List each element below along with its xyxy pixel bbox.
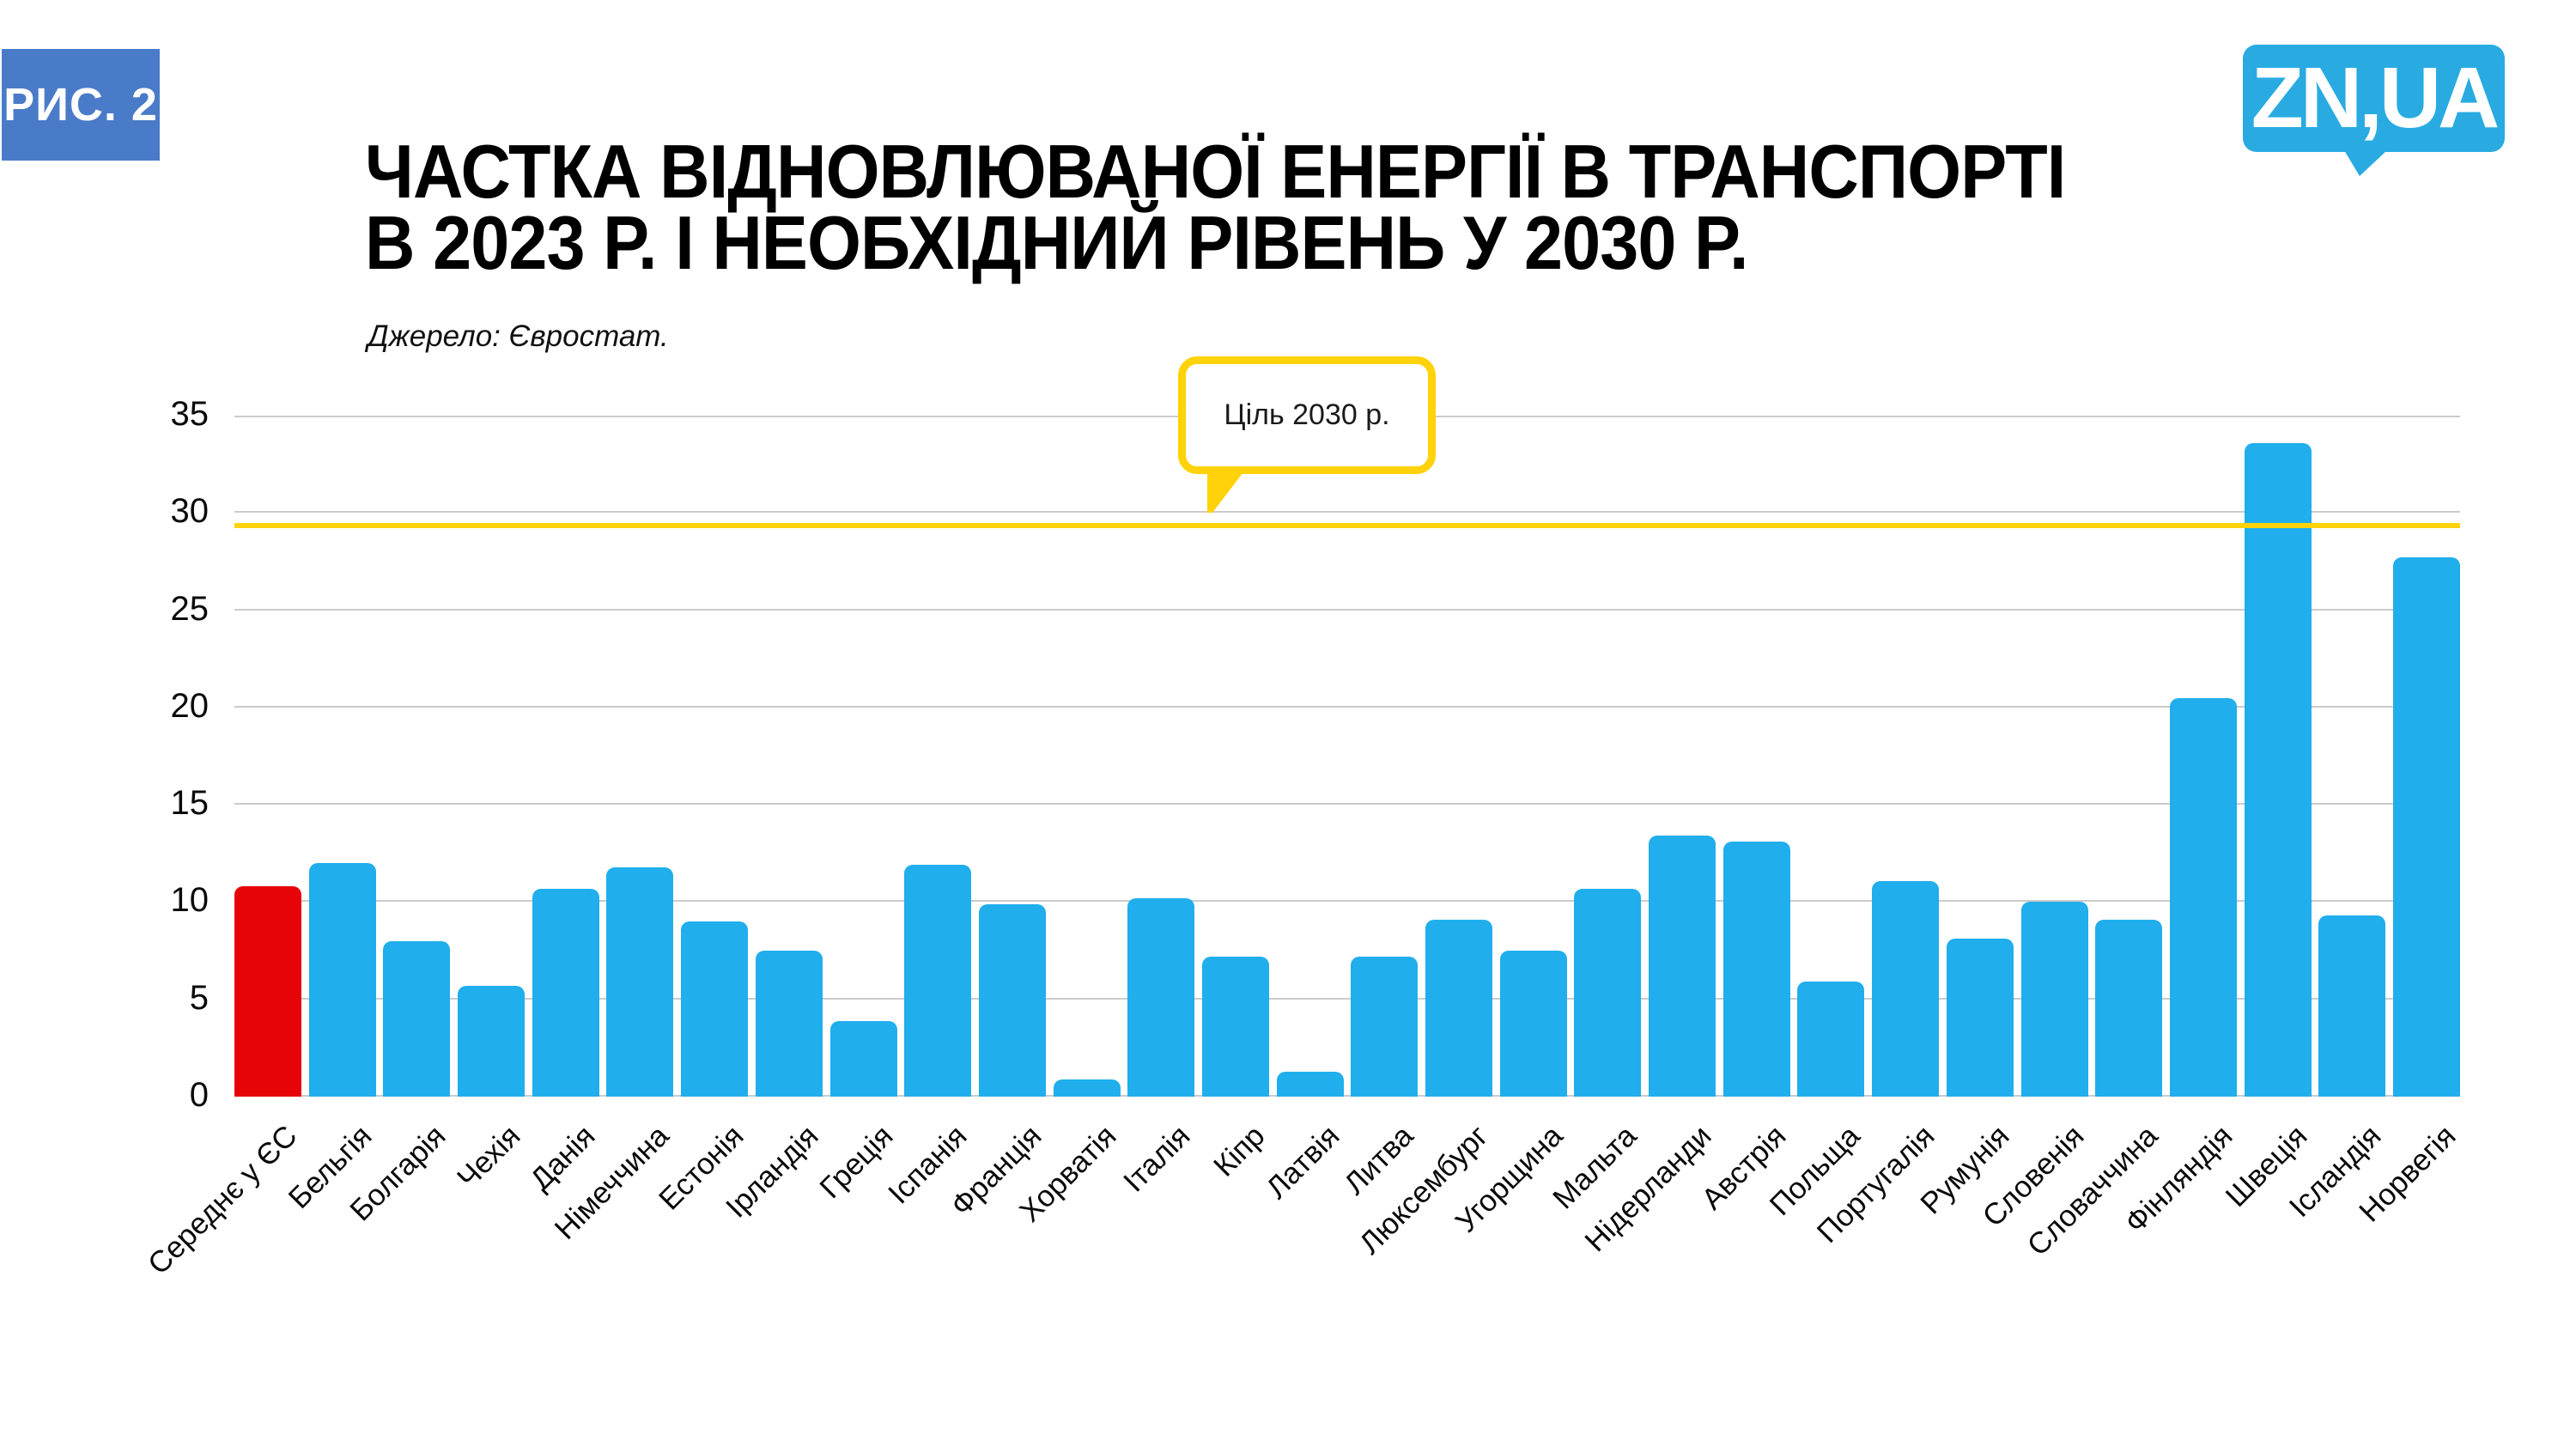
znua-logo: ZN,UA [2243, 45, 2505, 152]
gridline-5 [234, 998, 2460, 1000]
target-2030-line [234, 523, 2460, 528]
y-tick-label-30: 30 [170, 492, 210, 530]
bar-Австрія [1723, 842, 1790, 1097]
znua-logo-tail-icon [2344, 150, 2387, 176]
chart-title-line-2: В 2023 Р. І НЕОБХІДНИЙ РІВЕНЬ У 2030 Р. [365, 200, 1748, 285]
bar-Фінляндія [2170, 698, 2237, 1097]
gridline-15 [234, 803, 2460, 805]
gridline-30 [234, 511, 2460, 513]
y-tick-label-20: 20 [170, 687, 210, 725]
bar-Норвегія [2393, 557, 2460, 1097]
y-tick-label-10: 10 [170, 881, 210, 919]
bar-Данія [532, 889, 599, 1097]
bar-Угорщина [1500, 951, 1567, 1097]
chart-title-line-1: ЧАСТКА ВІДНОВЛЮВАНОЇ ЕНЕРГІЇ В ТРАНСПОРТ… [365, 129, 2066, 214]
bar-Польща [1797, 982, 1864, 1097]
figure-badge-label: РИС. 2 [3, 79, 158, 131]
infographic-root: { "figure_label": "РИС. 2", "logo_text":… [2, 45, 2505, 1281]
source-note: Джерело: Євростат. [368, 319, 669, 353]
bar-Португалія [1872, 881, 1939, 1097]
bar-Італія [1127, 898, 1194, 1097]
y-tick-label-15: 15 [170, 784, 210, 822]
bar-Латвія [1277, 1072, 1344, 1097]
bar-Середнє у ЄС [234, 886, 301, 1097]
gridline-0 [234, 1095, 2460, 1097]
plot-area: 0 5 10 15 20 25 30 35 Середнє у ЄС Бельгія Болгарі… [142, 395, 2463, 1281]
bar-Чехія [458, 986, 525, 1097]
bar-Нідерланди [1649, 836, 1716, 1097]
bar-Литва [1351, 957, 1418, 1097]
gridline-10 [234, 900, 2460, 902]
bar-Кіпр [1202, 957, 1269, 1097]
y-tick-label-35: 35 [170, 395, 210, 433]
bar-Ісландія [2318, 915, 2385, 1097]
bar-Болгарія [383, 941, 450, 1097]
bar-Хорватія [1054, 1079, 1121, 1097]
bar-Естонія [681, 921, 748, 1097]
znua-logo-text: ZN,UA [2251, 50, 2500, 146]
bar-Румунія [1947, 939, 2014, 1097]
bar-Швеція [2245, 443, 2312, 1097]
bar-Мальта [1574, 889, 1641, 1097]
gridline-20 [234, 706, 2460, 708]
bar-Німеччина [606, 867, 673, 1097]
gridline-25 [234, 609, 2460, 611]
y-tick-label-0: 0 [189, 1076, 209, 1114]
figure-badge: РИС. 2 [2, 49, 160, 161]
bar-Греція [830, 1021, 897, 1097]
target-callout-label: Ціль 2030 р. [1224, 398, 1390, 431]
y-tick-label-5: 5 [189, 979, 209, 1017]
bar-Люксембург [1425, 920, 1492, 1097]
target-callout: Ціль 2030 р. [1178, 356, 1436, 474]
bar-Ірландія [756, 951, 823, 1097]
target-callout-tail-icon [1207, 465, 1249, 513]
bar-Іспанія [904, 865, 971, 1097]
bar-Словенія [2021, 902, 2088, 1097]
bar-Бельгія [309, 863, 376, 1097]
bar-Франція [979, 904, 1046, 1097]
bar-Словаччина [2095, 920, 2162, 1097]
chart-title: ЧАСТКА ВІДНОВЛЮВАНОЇ ЕНЕРГІЇ В ТРАНСПОРТ… [365, 129, 2066, 285]
y-tick-label-25: 25 [170, 590, 210, 628]
